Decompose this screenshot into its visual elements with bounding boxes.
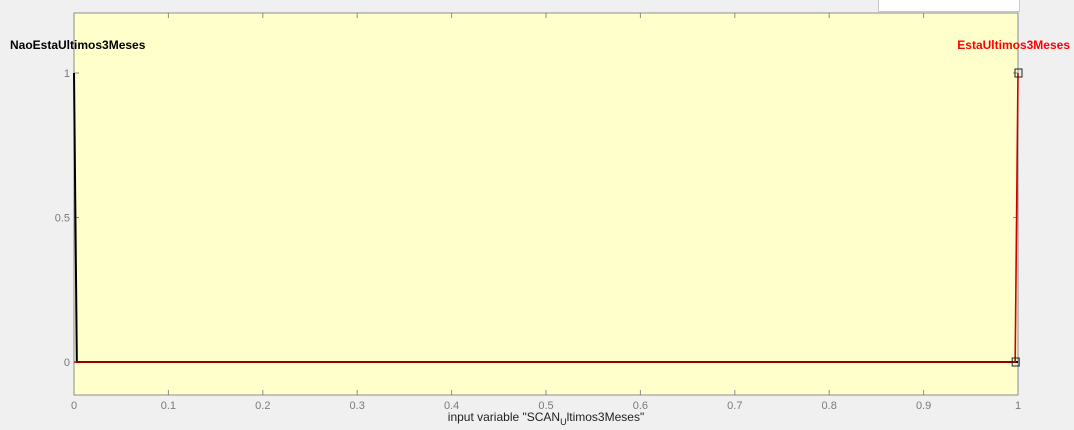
x-axis-label: input variable "SCANUltimos3Meses"	[448, 410, 644, 425]
vertex-handle	[1014, 68, 1023, 78]
x-tick-label: 0.6	[633, 400, 648, 412]
x-tick-label: 0.2	[255, 400, 270, 412]
series-line-EstaUltimos3Meses	[74, 72, 1019, 363]
y-tick-label: 1	[64, 68, 70, 80]
plot-area[interactable]	[73, 12, 1019, 396]
vertex-handle	[1011, 357, 1020, 367]
x-axis-label-rest: ltimos3Meses"	[567, 410, 645, 424]
y-tick-label: 0.5	[55, 213, 70, 225]
x-tick-label: 0.4	[444, 400, 459, 412]
x-tick-label: 0.5	[538, 400, 553, 412]
series-labels[interactable]: NaoEstaUltimos3Meses EstaUltimos3Meses	[10, 38, 1070, 52]
x-tick-label: 0.8	[822, 400, 837, 412]
x-axis-label-main: input variable "SCAN	[448, 410, 560, 424]
series-label-EstaUltimos3Meses: EstaUltimos3Meses	[957, 38, 1070, 52]
x-tick-label: 0.7	[727, 400, 742, 412]
x-tick-label: 1	[1015, 400, 1021, 412]
series-label-NaoEstaUltimos3Meses: NaoEstaUltimos3Meses	[10, 38, 146, 52]
x-tick-label: 0	[71, 400, 77, 412]
x-tick-label: 0.3	[350, 400, 365, 412]
legend-box	[878, 0, 1020, 12]
axis-tick-labels: 0 0.1 0.2 0.3 0.4 0.5 0.6 0.7 0.8 0.9 1 0 0.5 1	[55, 68, 1021, 412]
series-handles[interactable]	[1011, 68, 1023, 367]
x-tick-label: 0.9	[916, 400, 931, 412]
y-tick-label: 0	[64, 357, 70, 369]
x-axis-label-subscript: U	[560, 417, 567, 425]
x-tick-label: 0.1	[161, 400, 176, 412]
series-lines[interactable]	[73, 72, 1019, 363]
